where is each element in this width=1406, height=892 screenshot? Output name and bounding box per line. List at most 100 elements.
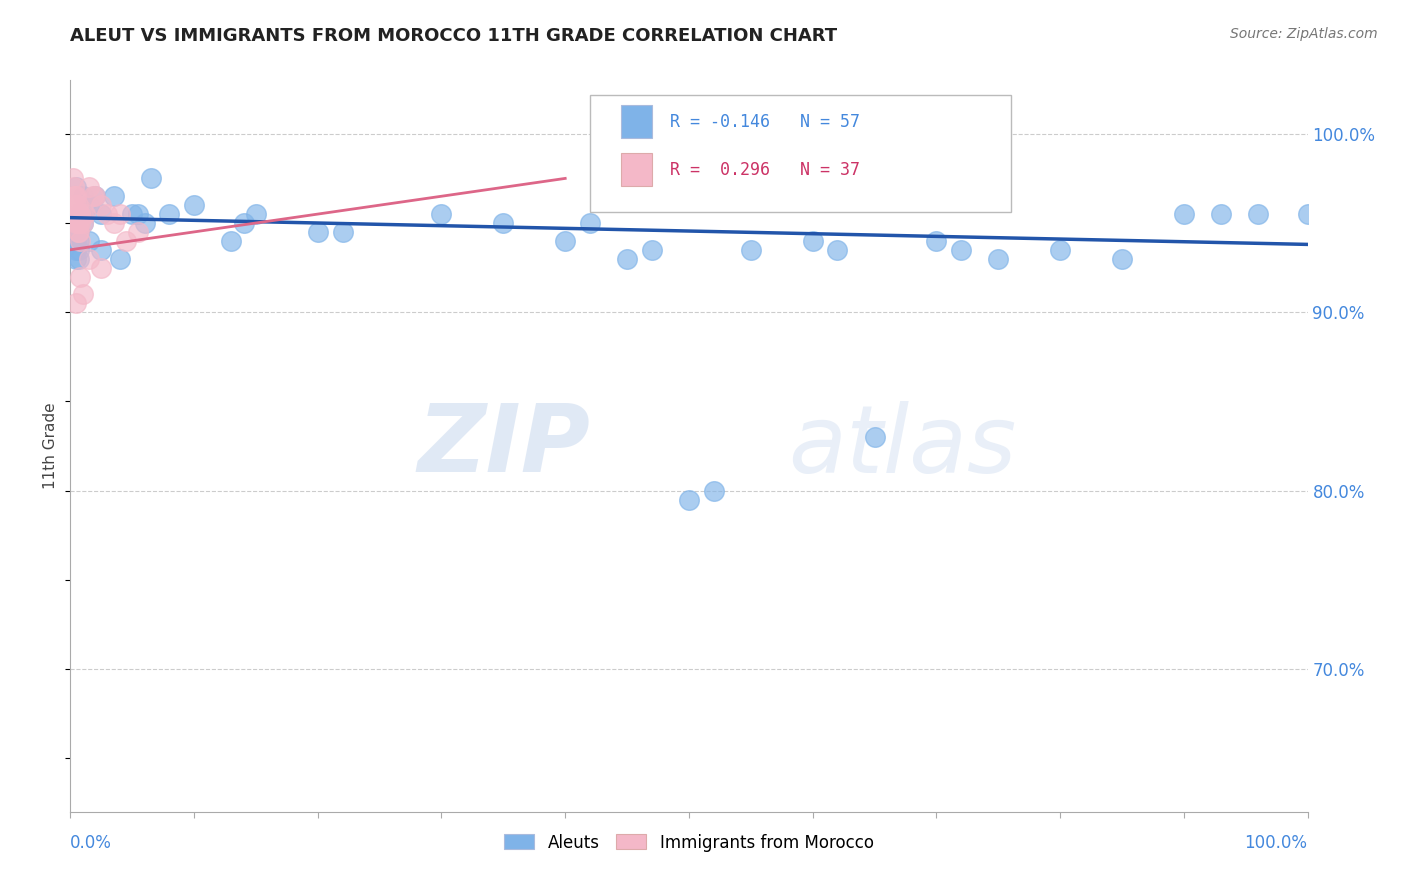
Point (127, 225, 149, 239)
Point (65, 252, 87, 266)
Point (121, 207, 143, 221)
Point (801, 234, 824, 248)
Point (67, 225, 90, 239)
Point (987, 252, 1010, 266)
Point (65, 296, 87, 310)
Point (72, 216, 94, 230)
Point (66, 225, 89, 239)
Legend: Aleuts, Immigrants from Morocco: Aleuts, Immigrants from Morocco (498, 827, 880, 858)
Point (307, 225, 329, 239)
Point (65, 234, 87, 248)
Point (139, 171, 162, 186)
Point (616, 252, 638, 266)
Point (579, 216, 602, 230)
Point (65, 225, 87, 239)
Text: 0.0%: 0.0% (70, 834, 112, 852)
Point (740, 243, 762, 257)
Text: R =  0.296   N = 37: R = 0.296 N = 37 (671, 161, 860, 178)
Point (65, 198, 87, 212)
Point (66, 207, 89, 221)
Point (84, 189, 107, 203)
Point (84, 189, 107, 203)
Point (157, 207, 180, 221)
Point (1173, 207, 1195, 221)
Text: atlas: atlas (787, 401, 1017, 491)
FancyBboxPatch shape (591, 95, 1011, 212)
Point (67, 216, 90, 230)
Point (103, 216, 125, 230)
Point (72, 207, 94, 221)
Point (77, 234, 100, 248)
Point (90, 198, 112, 212)
Point (67, 216, 90, 230)
Point (127, 207, 149, 221)
Point (65, 243, 87, 257)
Point (65, 207, 87, 221)
Point (65, 198, 87, 212)
Point (641, 243, 664, 257)
Point (950, 243, 973, 257)
Point (183, 198, 205, 212)
FancyBboxPatch shape (621, 153, 652, 186)
Point (332, 225, 354, 239)
Point (65, 180, 87, 194)
Point (67, 243, 90, 257)
Point (72, 216, 94, 230)
Point (62, 171, 84, 186)
Point (77, 180, 100, 194)
Point (72, 287, 94, 301)
Point (77, 252, 100, 266)
Point (75, 207, 97, 221)
Point (108, 207, 131, 221)
Point (492, 216, 515, 230)
Point (67, 225, 90, 239)
Point (77, 198, 100, 212)
Point (1049, 243, 1071, 257)
Point (90, 207, 112, 221)
Text: R = -0.146   N = 57: R = -0.146 N = 57 (671, 112, 860, 130)
Point (245, 207, 267, 221)
Point (96, 207, 118, 221)
Text: ZIP: ZIP (418, 400, 591, 492)
Point (108, 252, 131, 266)
Point (1209, 207, 1232, 221)
Point (90, 260, 112, 275)
Point (72, 189, 94, 203)
Point (90, 243, 112, 257)
Point (69, 207, 91, 221)
Point (115, 234, 138, 248)
Point (703, 483, 725, 498)
Point (1111, 252, 1133, 266)
Point (67, 252, 90, 266)
Point (554, 234, 576, 248)
Point (1296, 207, 1319, 221)
Point (82, 189, 104, 203)
Point (65, 189, 87, 203)
Point (65, 216, 87, 230)
Point (67, 207, 90, 221)
Point (65, 216, 87, 230)
Point (65, 198, 87, 212)
Point (103, 189, 125, 203)
Point (67, 189, 90, 203)
Point (66, 198, 89, 212)
Point (925, 234, 948, 248)
Point (827, 243, 849, 257)
Point (219, 234, 242, 248)
Point (65, 189, 87, 203)
Point (863, 430, 886, 444)
Text: Source: ZipAtlas.com: Source: ZipAtlas.com (1230, 27, 1378, 41)
Point (69, 269, 91, 284)
Point (69, 234, 91, 248)
Point (67, 207, 90, 221)
Y-axis label: 11th Grade: 11th Grade (44, 402, 59, 490)
Point (66, 216, 89, 230)
Point (67, 234, 90, 248)
Point (72, 207, 94, 221)
Point (678, 492, 700, 507)
Text: 100.0%: 100.0% (1244, 834, 1308, 852)
Point (63, 180, 86, 194)
Point (65, 207, 87, 221)
Point (1247, 207, 1270, 221)
Point (232, 216, 254, 230)
